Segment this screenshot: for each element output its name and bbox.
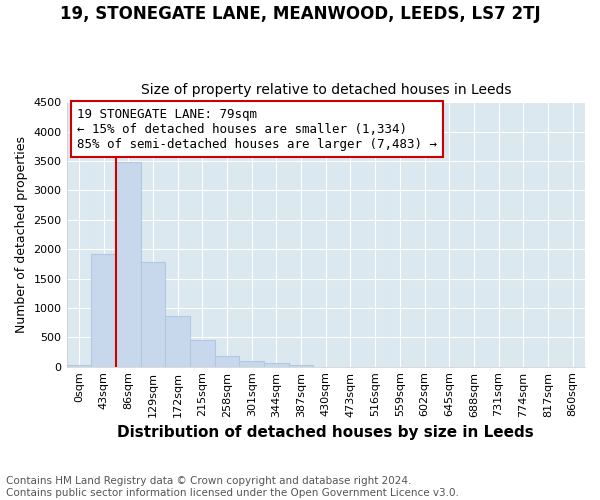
Bar [67, 365, 91, 366]
Y-axis label: Number of detached properties: Number of detached properties [15, 136, 28, 333]
Bar [264, 364, 289, 366]
Bar [116, 162, 140, 366]
Bar [215, 356, 239, 366]
Bar [289, 365, 313, 366]
Text: 19, STONEGATE LANE, MEANWOOD, LEEDS, LS7 2TJ: 19, STONEGATE LANE, MEANWOOD, LEEDS, LS7… [59, 5, 541, 23]
Bar [239, 362, 264, 366]
Text: 19 STONEGATE LANE: 79sqm
← 15% of detached houses are smaller (1,334)
85% of sem: 19 STONEGATE LANE: 79sqm ← 15% of detach… [77, 108, 437, 150]
Text: Contains HM Land Registry data © Crown copyright and database right 2024.
Contai: Contains HM Land Registry data © Crown c… [6, 476, 459, 498]
Bar [91, 254, 116, 366]
Bar [165, 316, 190, 366]
Bar [190, 340, 215, 366]
Title: Size of property relative to detached houses in Leeds: Size of property relative to detached ho… [140, 83, 511, 97]
X-axis label: Distribution of detached houses by size in Leeds: Distribution of detached houses by size … [118, 425, 534, 440]
Bar [140, 262, 165, 366]
